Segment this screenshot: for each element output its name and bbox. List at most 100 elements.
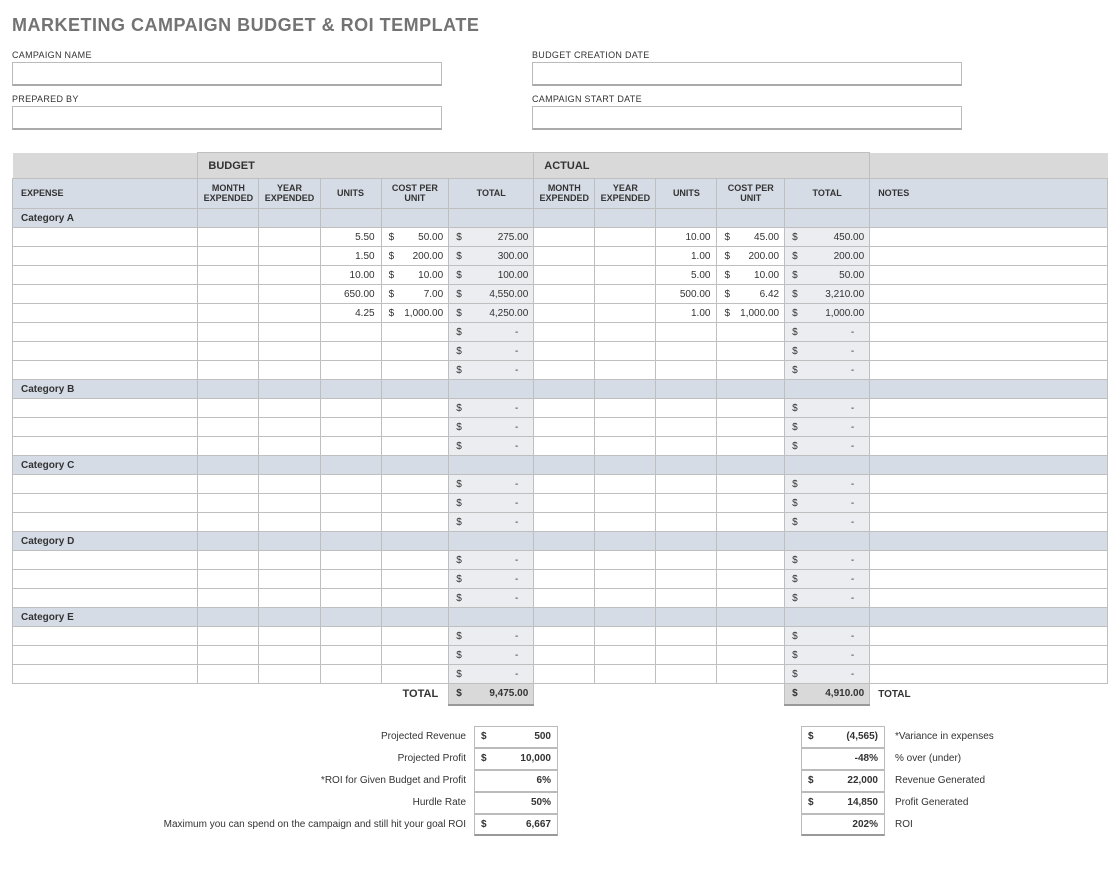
month-a[interactable] (534, 228, 595, 247)
units-b[interactable] (320, 494, 381, 513)
year-b[interactable] (259, 266, 320, 285)
year-b[interactable] (259, 475, 320, 494)
cost-b[interactable] (381, 513, 449, 532)
cost-b[interactable]: $1,000.00 (381, 304, 449, 323)
month-b[interactable] (198, 475, 259, 494)
month-a[interactable] (534, 361, 595, 380)
year-b[interactable] (259, 646, 320, 665)
year-b[interactable] (259, 627, 320, 646)
units-a[interactable]: 5.00 (656, 266, 717, 285)
cost-b[interactable] (381, 665, 449, 684)
cost-b[interactable] (381, 570, 449, 589)
units-a[interactable] (656, 437, 717, 456)
year-a[interactable] (595, 551, 656, 570)
month-b[interactable] (198, 589, 259, 608)
cost-b[interactable] (381, 361, 449, 380)
year-a[interactable] (595, 228, 656, 247)
year-a[interactable] (595, 266, 656, 285)
cost-b[interactable]: $10.00 (381, 266, 449, 285)
units-a[interactable] (656, 475, 717, 494)
year-a[interactable] (595, 304, 656, 323)
notes-cell[interactable] (870, 247, 1108, 266)
expense-cell[interactable] (13, 627, 198, 646)
units-a[interactable] (656, 665, 717, 684)
month-a[interactable] (534, 513, 595, 532)
expense-cell[interactable] (13, 247, 198, 266)
cost-b[interactable] (381, 399, 449, 418)
month-b[interactable] (198, 361, 259, 380)
month-a[interactable] (534, 304, 595, 323)
units-a[interactable] (656, 589, 717, 608)
cost-a[interactable] (717, 665, 785, 684)
units-a[interactable]: 500.00 (656, 285, 717, 304)
month-a[interactable] (534, 285, 595, 304)
notes-cell[interactable] (870, 513, 1108, 532)
month-a[interactable] (534, 247, 595, 266)
expense-cell[interactable] (13, 665, 198, 684)
month-a[interactable] (534, 494, 595, 513)
cost-b[interactable] (381, 627, 449, 646)
units-a[interactable] (656, 494, 717, 513)
units-a[interactable] (656, 570, 717, 589)
year-b[interactable] (259, 494, 320, 513)
units-b[interactable] (320, 627, 381, 646)
year-b[interactable] (259, 285, 320, 304)
year-a[interactable] (595, 399, 656, 418)
start-date-input[interactable] (532, 106, 962, 130)
cost-b[interactable] (381, 475, 449, 494)
units-b[interactable]: 5.50 (320, 228, 381, 247)
units-a[interactable]: 1.00 (656, 247, 717, 266)
cost-a[interactable] (717, 361, 785, 380)
cost-a[interactable]: $200.00 (717, 247, 785, 266)
year-a[interactable] (595, 513, 656, 532)
month-b[interactable] (198, 228, 259, 247)
cost-b[interactable]: $50.00 (381, 228, 449, 247)
notes-cell[interactable] (870, 228, 1108, 247)
units-b[interactable] (320, 646, 381, 665)
cost-a[interactable] (717, 513, 785, 532)
cost-a[interactable] (717, 570, 785, 589)
cost-b[interactable] (381, 551, 449, 570)
month-b[interactable] (198, 646, 259, 665)
cost-a[interactable] (717, 342, 785, 361)
cost-b[interactable] (381, 342, 449, 361)
budget-date-input[interactable] (532, 62, 962, 86)
year-a[interactable] (595, 646, 656, 665)
units-a[interactable] (656, 323, 717, 342)
year-a[interactable] (595, 285, 656, 304)
units-b[interactable] (320, 475, 381, 494)
month-b[interactable] (198, 551, 259, 570)
notes-cell[interactable] (870, 627, 1108, 646)
cost-a[interactable] (717, 323, 785, 342)
notes-cell[interactable] (870, 418, 1108, 437)
year-a[interactable] (595, 247, 656, 266)
units-a[interactable]: 10.00 (656, 228, 717, 247)
month-b[interactable] (198, 418, 259, 437)
month-a[interactable] (534, 437, 595, 456)
month-a[interactable] (534, 551, 595, 570)
month-a[interactable] (534, 323, 595, 342)
year-a[interactable] (595, 323, 656, 342)
cost-b[interactable] (381, 589, 449, 608)
units-b[interactable] (320, 589, 381, 608)
units-a[interactable] (656, 551, 717, 570)
month-b[interactable] (198, 323, 259, 342)
notes-cell[interactable] (870, 551, 1108, 570)
cost-a[interactable] (717, 399, 785, 418)
cost-a[interactable] (717, 627, 785, 646)
notes-cell[interactable] (870, 342, 1108, 361)
units-b[interactable] (320, 437, 381, 456)
expense-cell[interactable] (13, 342, 198, 361)
expense-cell[interactable] (13, 494, 198, 513)
cost-a[interactable] (717, 437, 785, 456)
expense-cell[interactable] (13, 285, 198, 304)
month-b[interactable] (198, 247, 259, 266)
units-b[interactable] (320, 399, 381, 418)
year-b[interactable] (259, 589, 320, 608)
units-b[interactable] (320, 418, 381, 437)
units-a[interactable] (656, 361, 717, 380)
year-a[interactable] (595, 570, 656, 589)
year-a[interactable] (595, 342, 656, 361)
notes-cell[interactable] (870, 266, 1108, 285)
year-a[interactable] (595, 437, 656, 456)
